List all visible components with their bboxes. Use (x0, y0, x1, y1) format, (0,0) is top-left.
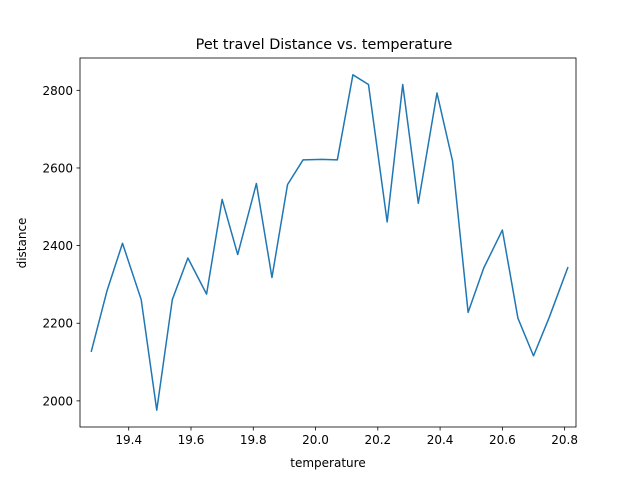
x-axis-label: temperature (290, 456, 365, 470)
x-tick-label: 20.4 (427, 433, 454, 447)
axes-frame (79, 57, 577, 428)
y-tick-label: 2800 (42, 84, 73, 98)
y-tick-label: 2200 (42, 317, 73, 331)
chart-title: Pet travel Distance vs. temperature (196, 37, 453, 53)
x-tick-label: 20.2 (364, 433, 391, 447)
y-axis-label: distance (15, 218, 29, 269)
x-tick-label: 20.8 (551, 433, 578, 447)
x-tick-label: 19.8 (240, 433, 267, 447)
series-line-0 (90, 74, 569, 411)
x-tick-label: 20.6 (489, 433, 516, 447)
y-tick-label: 2600 (42, 161, 73, 175)
x-tick-label: 20.0 (302, 433, 329, 447)
x-tick-label: 19.4 (115, 433, 142, 447)
y-tick-label: 2400 (42, 239, 73, 253)
x-tick-label: 19.6 (178, 433, 205, 447)
plot-area (90, 74, 569, 411)
y-tick-label: 2000 (42, 394, 73, 408)
